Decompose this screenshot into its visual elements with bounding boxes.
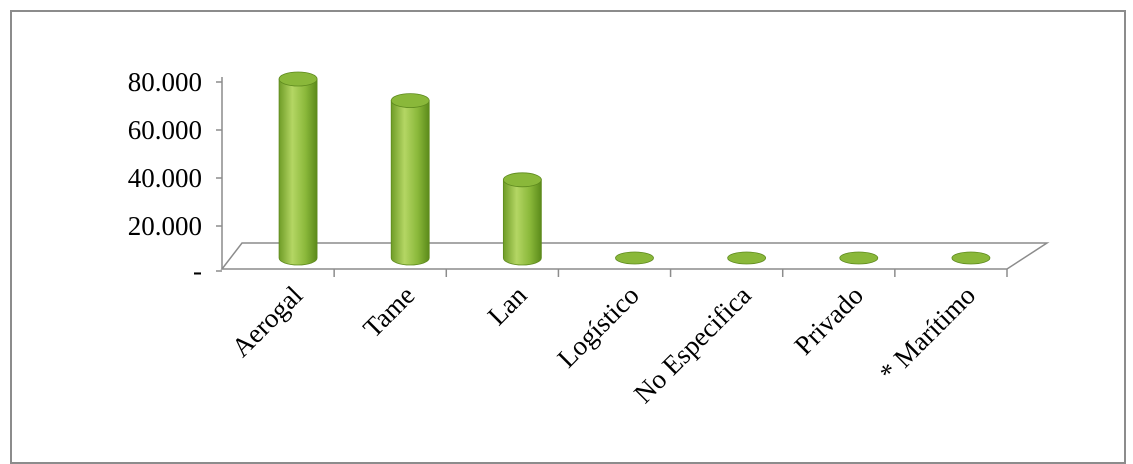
x-category-label: Aerogal (226, 280, 309, 363)
y-tick-label: 20.000 (128, 211, 202, 241)
bars (278, 71, 991, 266)
y-tick-label: 80.000 (128, 67, 202, 97)
axes (216, 77, 1050, 277)
y-tick-label: - (193, 256, 202, 286)
y-tick-label: 60.000 (128, 115, 202, 145)
bar--mar-timo (951, 251, 991, 265)
bar-chart: 80.000 60.000 40.000 20.000 -Aerogal Tame Lan L… (128, 67, 1050, 409)
bar-lan (502, 179, 542, 266)
x-category-label: Privado (788, 280, 869, 361)
bar-aerogal (278, 78, 318, 266)
x-category-label: Lan (482, 280, 533, 331)
x-category-label: * Marítimo (874, 280, 982, 388)
bar-tame (390, 100, 430, 266)
labels: 80.000 60.000 40.000 20.000 -Aerogal Tame Lan L… (128, 67, 981, 409)
bar-top (278, 71, 318, 87)
bar-top (390, 93, 430, 108)
bar-privado (839, 251, 879, 265)
y-tick-label: 40.000 (128, 163, 202, 193)
bar-log-stico (615, 251, 654, 265)
bar-top (502, 172, 542, 188)
bar-no-especifica (727, 251, 767, 265)
x-category-label: No Especifica (628, 280, 757, 409)
chart-frame: 80.000 60.000 40.000 20.000 - Aerogal Tame Lan L… (10, 10, 1126, 464)
x-category-label: Tame (357, 280, 420, 343)
x-category-label: Logístico (551, 280, 644, 373)
